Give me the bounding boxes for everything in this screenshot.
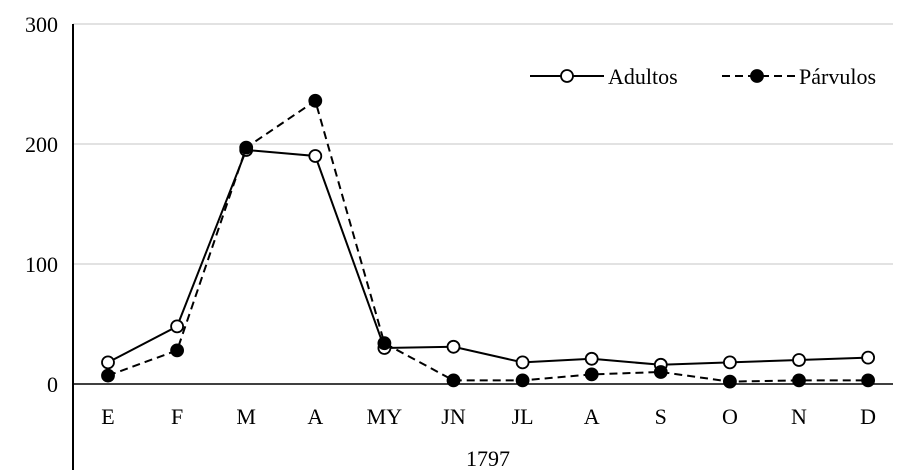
x-tick-label-2: M [236,404,256,429]
axes [72,24,893,470]
legend-label-parvulos: Párvulos [799,64,876,89]
point-s0-6 [515,355,530,370]
point-s0-7 [584,351,599,366]
series-line-1 [107,99,869,383]
legend-marker-adultos [560,69,574,83]
x-tick-label-7: A [584,404,600,429]
x-tick-label-1: F [171,404,183,429]
legend-marker-parvulos [750,69,764,83]
point-s1-2 [239,140,254,155]
point-s0-0 [101,355,115,370]
x-axis-label: 1797 [466,446,510,471]
point-s1-6 [515,373,530,388]
x-tick-label-5: JN [441,404,466,429]
x-tick-labels: E F M A MY JN JL A S O N D [101,404,876,429]
series-line-0 [107,148,869,366]
y-tick-label-300: 300 [25,12,58,37]
x-tick-label-9: O [722,404,738,429]
y-tick-label-100: 100 [25,252,58,277]
point-s1-4 [377,336,392,351]
point-s1-5 [446,373,461,388]
point-s1-0 [101,368,115,383]
x-tick-label-8: S [655,404,667,429]
legend-label-adultos: Adultos [608,64,678,89]
point-s1-8 [653,365,668,379]
x-tick-label-4: MY [367,404,403,429]
x-tick-label-0: E [101,404,114,429]
point-s1-1 [170,343,185,358]
y-tick-labels: 0 100 200 300 [25,12,58,397]
x-tick-label-3: A [307,404,323,429]
x-tick-label-10: N [791,404,807,429]
point-s0-5 [446,339,461,354]
point-s0-1 [170,319,185,334]
point-s0-10 [792,353,806,367]
point-s1-9 [723,374,737,389]
point-s1-7 [584,367,599,382]
x-tick-label-11: D [860,404,876,429]
point-s0-3 [308,149,323,163]
series-group [101,93,875,389]
point-s1-11 [861,373,875,388]
point-s0-11 [861,350,875,365]
y-tick-label-0: 0 [47,372,58,397]
point-s0-9 [723,355,737,370]
gridlines [73,23,893,265]
point-s1-10 [792,373,806,388]
point-s1-3 [308,93,323,108]
y-tick-label-200: 200 [25,132,58,157]
x-tick-label-6: JL [512,404,534,429]
legend: Adultos Párvulos [530,64,876,89]
